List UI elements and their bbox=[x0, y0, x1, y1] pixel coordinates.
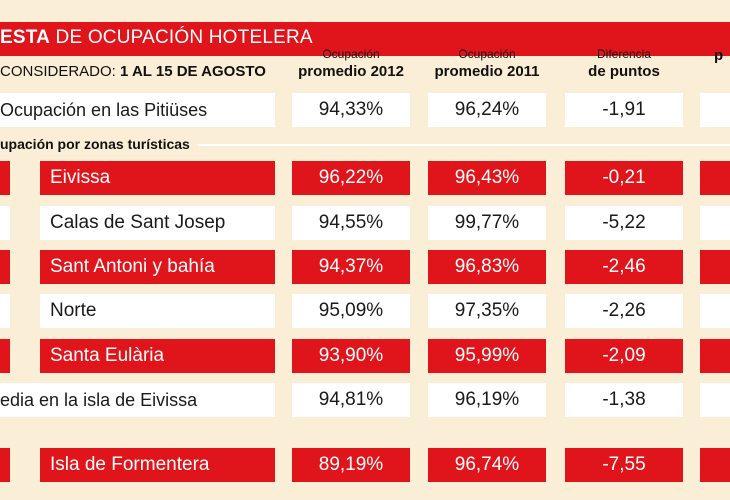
period-label: CONSIDERADO: bbox=[0, 63, 121, 80]
difference-cell: -2,26 bbox=[565, 294, 683, 328]
difference-cell: -0,21 bbox=[565, 161, 683, 195]
value-2011-cell: 96,43% bbox=[428, 161, 546, 195]
extra-cell bbox=[700, 448, 730, 482]
value-2012-cell: 94,81% bbox=[292, 383, 410, 417]
row-label: Isla de Formentera bbox=[40, 448, 275, 482]
value-2011-cell: 96,74% bbox=[428, 448, 546, 482]
row-marker bbox=[0, 250, 10, 284]
difference-cell: -5,22 bbox=[565, 206, 683, 240]
extra-cell bbox=[700, 161, 730, 195]
extra-cell bbox=[700, 206, 730, 240]
row-label: Calas de Sant Josep bbox=[40, 206, 275, 240]
row-marker bbox=[0, 294, 10, 328]
extra-cell bbox=[700, 383, 730, 417]
column-header-2012: Ocupación promedio 2012 bbox=[292, 46, 410, 86]
column-header-line1: Diferencia bbox=[596, 47, 652, 61]
difference-cell: -2,09 bbox=[565, 339, 683, 373]
column-header-line2: promedio 2012 bbox=[298, 63, 404, 80]
row-label: Norte bbox=[40, 294, 275, 328]
row-label: Sant Antoni y bahía bbox=[40, 250, 275, 284]
row-label: edia en la isla de Eivissa bbox=[0, 383, 275, 417]
value-2011-cell: 96,24% bbox=[428, 93, 546, 127]
title-banner bbox=[0, 22, 730, 56]
column-header-2011: Ocupación promedio 2011 bbox=[428, 46, 546, 86]
subheading: upación por zonas turísticas bbox=[0, 136, 198, 152]
column-header-line2: de puntos bbox=[588, 63, 660, 80]
table-title: ESTA DE OCUPACIÓN HOTELERA bbox=[0, 27, 313, 51]
row-label: Santa Eulària bbox=[40, 339, 275, 373]
value-2012-cell: 89,19% bbox=[292, 448, 410, 482]
extra-cell bbox=[700, 93, 730, 127]
title-rest: DE OCUPACIÓN HOTELERA bbox=[50, 27, 313, 48]
column-header-line1: Ocupación bbox=[322, 47, 380, 61]
period-value: 1 AL 15 DE AGOSTO bbox=[120, 63, 266, 80]
extra-cell bbox=[700, 250, 730, 284]
column-header-difference: Diferencia de puntos bbox=[565, 46, 683, 86]
subheading-rule bbox=[0, 144, 730, 146]
value-2012-cell: 93,90% bbox=[292, 339, 410, 373]
value-2011-cell: 96,19% bbox=[428, 383, 546, 417]
value-2012-cell: 96,22% bbox=[292, 161, 410, 195]
column-header-extra: p bbox=[700, 46, 730, 86]
difference-cell: -1,38 bbox=[565, 383, 683, 417]
column-header-line2: promedio 2011 bbox=[434, 63, 540, 80]
value-2012-cell: 94,37% bbox=[292, 250, 410, 284]
value-2011-cell: 95,99% bbox=[428, 339, 546, 373]
row-marker bbox=[0, 448, 10, 482]
column-header-line1: Ocupación bbox=[458, 47, 516, 61]
title-bold: ESTA bbox=[0, 27, 51, 48]
period-line: CONSIDERADO: 1 AL 15 DE AGOSTO bbox=[0, 63, 266, 80]
row-marker bbox=[0, 161, 10, 195]
extra-cell bbox=[700, 339, 730, 373]
row-marker bbox=[0, 206, 10, 240]
difference-cell: -1,91 bbox=[565, 93, 683, 127]
value-2012-cell: 94,55% bbox=[292, 206, 410, 240]
row-label: Eivissa bbox=[40, 161, 275, 195]
column-header-line2: p bbox=[714, 47, 724, 64]
extra-cell bbox=[700, 294, 730, 328]
row-marker bbox=[0, 339, 10, 373]
row-label: Ocupación en las Pitiüses bbox=[0, 93, 275, 127]
difference-cell: -2,46 bbox=[565, 250, 683, 284]
value-2011-cell: 96,83% bbox=[428, 250, 546, 284]
value-2012-cell: 94,33% bbox=[292, 93, 410, 127]
value-2011-cell: 97,35% bbox=[428, 294, 546, 328]
difference-cell: -7,55 bbox=[565, 448, 683, 482]
value-2012-cell: 95,09% bbox=[292, 294, 410, 328]
value-2011-cell: 99,77% bbox=[428, 206, 546, 240]
